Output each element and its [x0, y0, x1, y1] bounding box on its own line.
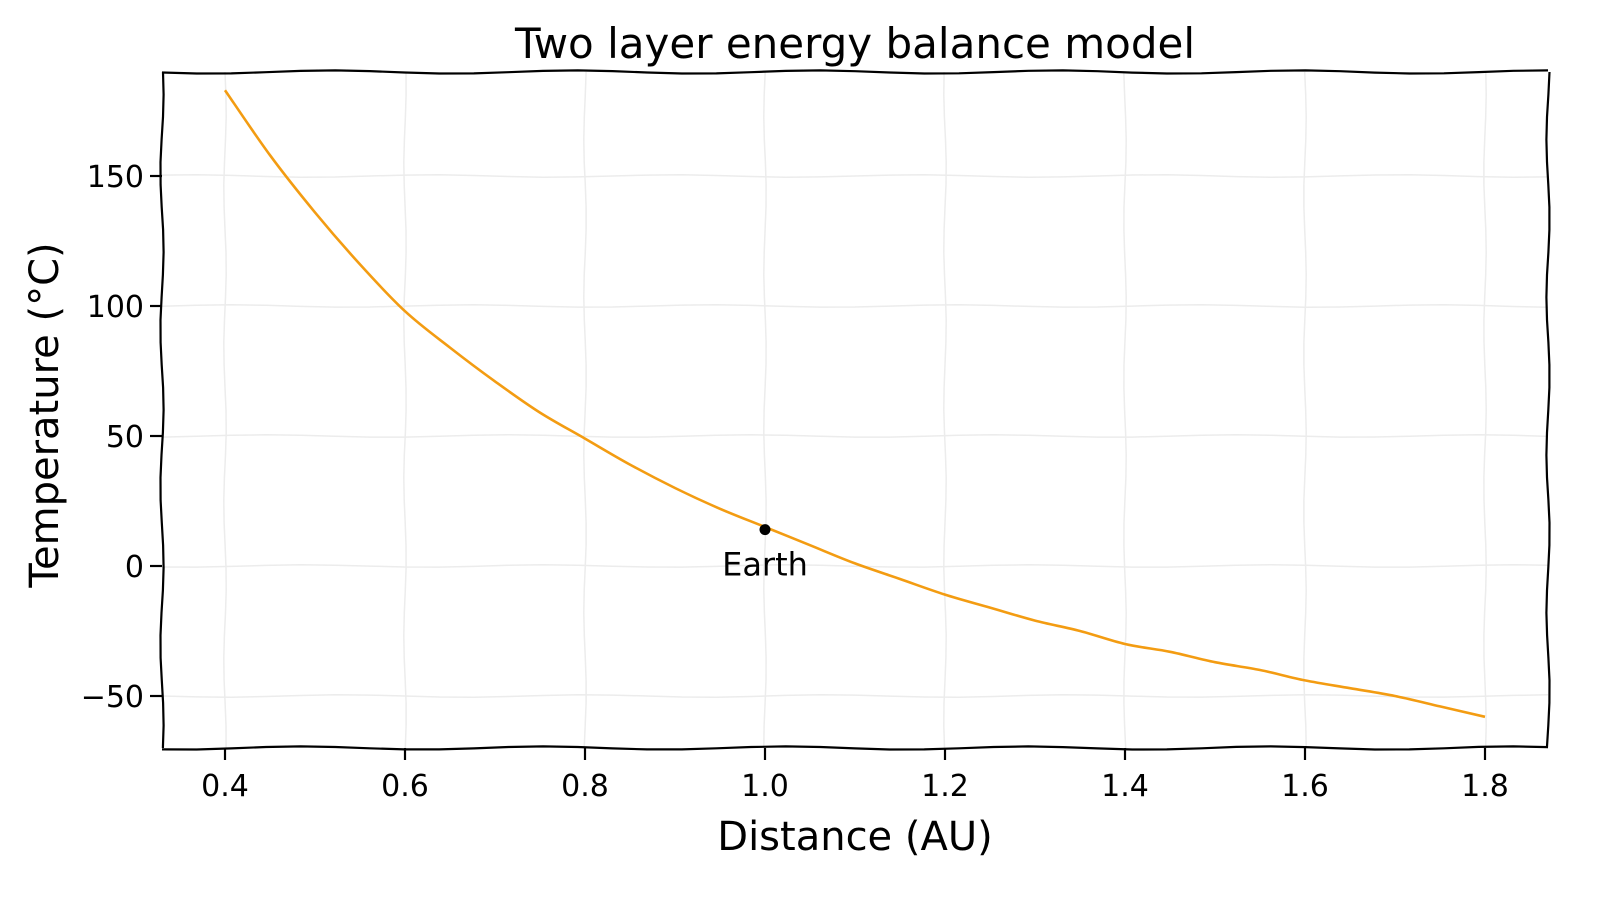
y-grid-line [161, 434, 1549, 438]
y-grid-line [161, 564, 1549, 568]
x-axis-title: Distance (AU) [717, 814, 992, 860]
frame-left [159, 71, 165, 749]
y-grid-line [161, 694, 1549, 698]
y-tick-label: 0 [125, 550, 144, 585]
x-tick-label: 0.8 [561, 769, 609, 804]
x-tick-label: 1.0 [741, 769, 789, 804]
x-tick-label: 0.6 [381, 769, 429, 804]
frame-bottom [161, 745, 1549, 751]
x-tick-label: 0.4 [201, 769, 249, 804]
chart-title: Two layer energy balance model [514, 19, 1195, 68]
x-grid-line [1483, 71, 1487, 749]
x-grid-line [1303, 71, 1307, 749]
x-grid-line [943, 71, 947, 749]
y-tick-label: 150 [87, 160, 144, 195]
x-tick-label: 1.2 [921, 769, 969, 804]
y-grid-line [161, 304, 1549, 308]
series-layer [223, 89, 1486, 719]
axis-ticks: 0.4 0.6 0.8 1.0 1.2 1.4 1.6 1.8 −50 0 50 100 150 [81, 160, 1509, 804]
x-tick-label: 1.4 [1101, 769, 1149, 804]
y-grid-line [161, 174, 1549, 178]
x-tick-label: 1.6 [1281, 769, 1329, 804]
x-grid-line [403, 71, 407, 749]
frame-top [161, 69, 1549, 75]
y-axis-title: Temperature (°C) [22, 242, 68, 588]
plot-frame [159, 69, 1551, 751]
frame-right [1545, 71, 1551, 749]
x-grid-line [1123, 71, 1127, 749]
y-tick-label: 50 [106, 420, 144, 455]
temperature-series-line [223, 89, 1486, 719]
earth-label: Earth [722, 546, 808, 584]
x-tick-label: 1.8 [1461, 769, 1509, 804]
y-tick-label: 100 [87, 290, 144, 325]
x-grid-line [583, 71, 587, 749]
x-grid-line [763, 71, 767, 749]
earth-point [759, 524, 771, 536]
grid [161, 71, 1549, 749]
y-tick-label: −50 [81, 680, 144, 715]
x-grid-line [223, 71, 227, 749]
annotations: Earth [722, 524, 808, 584]
